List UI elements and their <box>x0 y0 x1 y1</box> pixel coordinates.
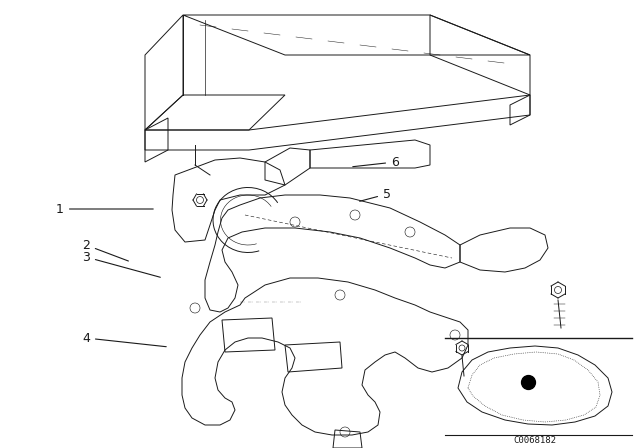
Text: 4: 4 <box>82 332 166 347</box>
Text: 6: 6 <box>353 155 399 168</box>
Text: 5: 5 <box>360 188 391 201</box>
Text: 1: 1 <box>56 202 153 215</box>
Text: C0068182: C0068182 <box>513 435 557 444</box>
Text: 2: 2 <box>82 238 129 261</box>
Text: 3: 3 <box>82 250 161 277</box>
